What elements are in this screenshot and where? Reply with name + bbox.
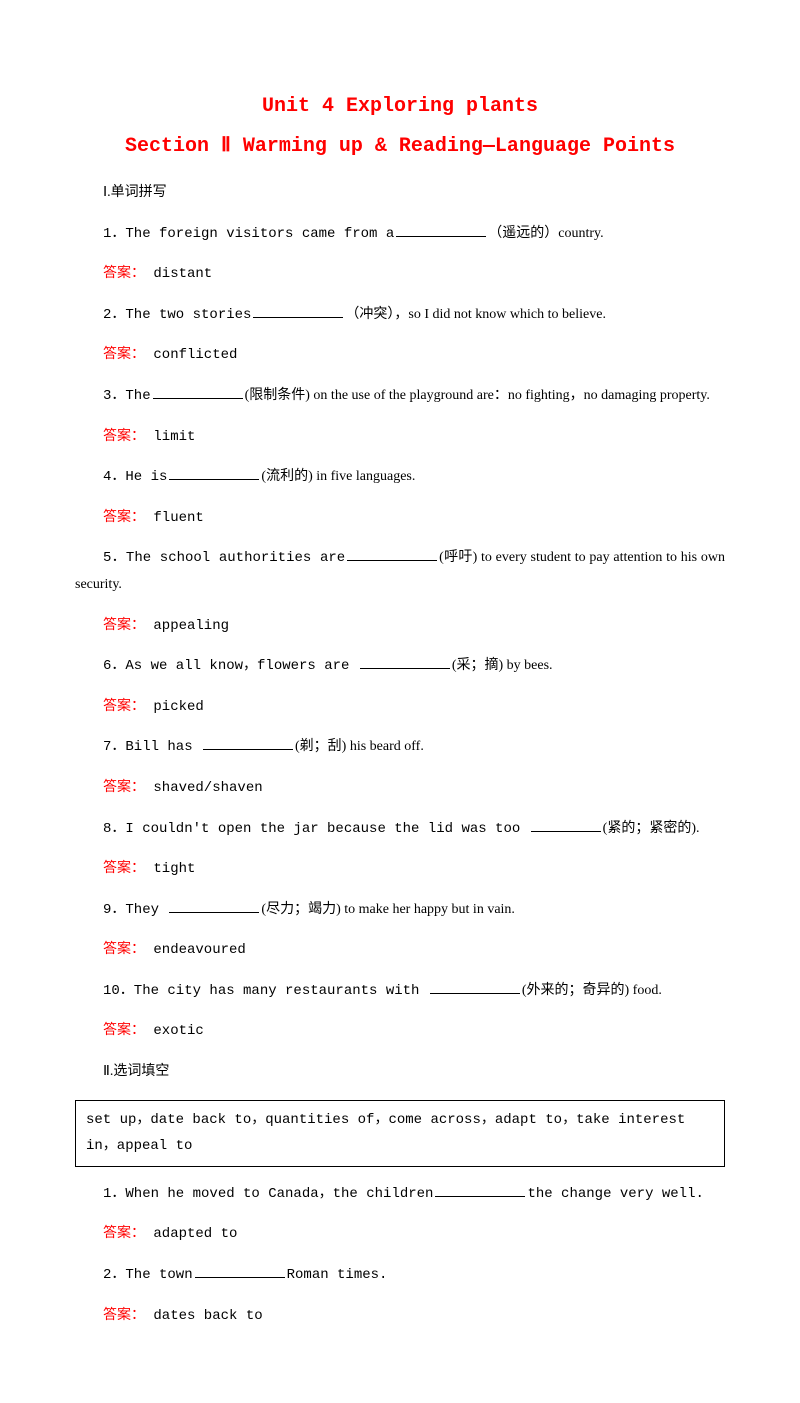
blank: [169, 465, 259, 480]
question-7: 7．Bill has (剃；刮) his beard off.: [75, 734, 725, 761]
answer-6-text: picked: [145, 699, 204, 715]
blank: [253, 303, 343, 318]
blank: [435, 1182, 525, 1197]
s2-answer-1-text: adapted to: [145, 1226, 237, 1242]
q8-text-a: 8．I couldn't open the jar because the li…: [103, 821, 529, 837]
section-1-heading: Ⅰ.单词拼写: [75, 180, 725, 207]
answer-1: 答案： distant: [75, 261, 725, 288]
answer-label: 答案：: [103, 780, 145, 795]
answer-label: 答案：: [103, 266, 145, 281]
answer-7-text: shaved/shaven: [145, 780, 263, 796]
answer-label: 答案：: [103, 942, 145, 957]
q2-text-a: 2．The two stories: [103, 307, 251, 323]
q9-text-a: 9．They: [103, 902, 167, 918]
q3-text-b: (限制条件) on the use of the playground are：…: [245, 388, 710, 403]
s2-answer-2: 答案： dates back to: [75, 1303, 725, 1330]
s2-answer-2-text: dates back to: [145, 1308, 263, 1324]
answer-label: 答案：: [103, 861, 145, 876]
blank: [360, 654, 450, 669]
blank: [430, 979, 520, 994]
answer-label: 答案：: [103, 699, 145, 714]
answer-6: 答案： picked: [75, 694, 725, 721]
q7-text-b: (剃；刮) his beard off.: [295, 739, 424, 754]
answer-4: 答案： fluent: [75, 505, 725, 532]
question-10: 10．The city has many restaurants with (外…: [75, 978, 725, 1005]
q7-text-a: 7．Bill has: [103, 739, 201, 755]
answer-10: 答案： exotic: [75, 1018, 725, 1045]
question-6: 6．As we all know，flowers are (采；摘) by be…: [75, 653, 725, 680]
q4-text-b: (流利的) in five languages.: [261, 469, 415, 484]
s2-answer-1: 答案： adapted to: [75, 1221, 725, 1248]
answer-label: 答案：: [103, 1226, 145, 1241]
question-8: 8．I couldn't open the jar because the li…: [75, 816, 725, 843]
answer-4-text: fluent: [145, 510, 204, 526]
answer-3-text: limit: [145, 429, 195, 445]
answer-5: 答案： appealing: [75, 613, 725, 640]
answer-label: 答案：: [103, 1308, 145, 1323]
q1-text-a: 1．The foreign visitors came from a: [103, 226, 394, 242]
q5-text-a: 5．The school authorities are: [103, 550, 345, 566]
sq2-text-b: Roman times.: [287, 1267, 388, 1283]
answer-7: 答案： shaved/shaven: [75, 775, 725, 802]
question-2: 2．The two stories （冲突），so I did not know …: [75, 302, 725, 329]
word-bank-box: set up，date back to，quantities of，come a…: [75, 1100, 725, 1167]
q3-text-a: 3．The: [103, 388, 151, 404]
blank: [169, 898, 259, 913]
answer-9: 答案： endeavoured: [75, 937, 725, 964]
answer-label: 答案：: [103, 347, 145, 362]
answer-label: 答案：: [103, 1023, 145, 1038]
answer-8-text: tight: [145, 861, 195, 877]
sq1-text-a: 1．When he moved to Canada，the children: [103, 1186, 433, 1202]
sq2-text-a: 2．The town: [103, 1267, 193, 1283]
answer-1-text: distant: [145, 266, 212, 282]
q4-text-a: 4．He is: [103, 469, 167, 485]
unit-title: Unit 4 Exploring plants: [75, 95, 725, 118]
section-2-heading: Ⅱ.选词填空: [75, 1059, 725, 1086]
s2-question-1: 1．When he moved to Canada，the children th…: [75, 1181, 725, 1208]
answer-2: 答案： conflicted: [75, 342, 725, 369]
s2-question-2: 2．The town Roman times.: [75, 1262, 725, 1289]
blank: [203, 735, 293, 750]
question-4: 4．He is (流利的) in five languages.: [75, 464, 725, 491]
answer-3: 答案： limit: [75, 424, 725, 451]
answer-2-text: conflicted: [145, 347, 237, 363]
answer-9-text: endeavoured: [145, 942, 246, 958]
section-title: Section Ⅱ Warming up & Reading—Language …: [75, 132, 725, 158]
answer-label: 答案：: [103, 618, 145, 633]
answer-label: 答案：: [103, 429, 145, 444]
blank: [195, 1263, 285, 1278]
question-9: 9．They (尽力；竭力) to make her happy but in …: [75, 897, 725, 924]
q6-text-a: 6．As we all know，flowers are: [103, 658, 358, 674]
blank: [347, 546, 437, 561]
q2-text-b: （冲突），so I did not know which to believe.: [345, 307, 606, 322]
blank: [531, 817, 601, 832]
q6-text-b: (采；摘) by bees.: [452, 658, 553, 673]
question-1: 1．The foreign visitors came from a （遥远的）c…: [75, 221, 725, 248]
sq1-text-b: the change very well.: [527, 1186, 703, 1202]
question-3: 3．The (限制条件) on the use of the playground…: [75, 383, 725, 410]
q9-text-b: (尽力；竭力) to make her happy but in vain.: [261, 902, 515, 917]
question-5: 5．The school authorities are(呼吁) to ever…: [75, 545, 725, 598]
blank: [153, 384, 243, 399]
answer-label: 答案：: [103, 510, 145, 525]
document-page: Unit 4 Exploring plants Section Ⅱ Warmin…: [0, 0, 800, 1403]
blank: [396, 222, 486, 237]
answer-5-text: appealing: [145, 618, 229, 634]
q10-text-b: (外来的；奇异的) food.: [522, 983, 662, 998]
q8-text-b: (紧的；紧密的).: [603, 821, 700, 836]
answer-10-text: exotic: [145, 1023, 204, 1039]
q10-text-a: 10．The city has many restaurants with: [103, 983, 428, 999]
answer-8: 答案： tight: [75, 856, 725, 883]
q1-text-b: （遥远的）country.: [488, 226, 603, 241]
